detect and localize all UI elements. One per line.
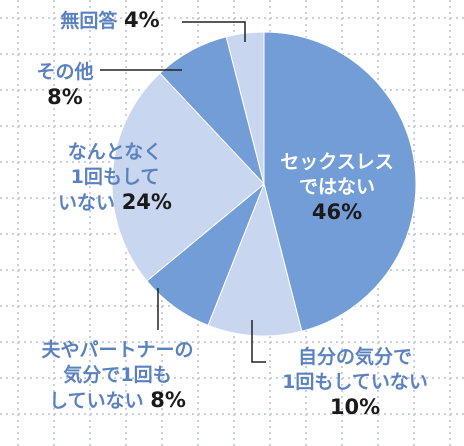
pie-slice [263,31,417,332]
value-label: 8% [47,85,83,109]
slice-label: 夫やパートナーの 気分で1回も していない 8% [10,338,225,414]
slice-label: その他 8% [25,60,105,111]
value-label: 4% [123,8,160,32]
slice-label: セックスレス ではない 46% [262,150,412,226]
value-label: 10% [329,395,381,419]
category-label: 自分の気分で 1回もしていない [282,346,428,393]
slice-label: 自分の気分で 1回もしていない 10% [255,345,455,421]
leader-lines [100,21,266,363]
slice-label: 無回答 4% [35,8,185,34]
slice-label: なんとなく 1回もして いない 24% [40,140,190,216]
pie-slice [207,182,303,337]
category-label: その他 [36,61,94,83]
pie-slice [111,72,265,282]
leader-line [182,21,246,42]
value-label: 8% [150,388,186,412]
category-label: セックスレス ではない [280,151,394,198]
leader-line [251,320,266,363]
category-label: 夫やパートナーの 気分で1回も していない [41,339,194,412]
category-label: なんとなく 1回もして いない [58,141,163,214]
value-label: 24% [121,190,172,214]
value-label: 46% [311,200,363,224]
category-label: 無回答 [60,10,118,32]
